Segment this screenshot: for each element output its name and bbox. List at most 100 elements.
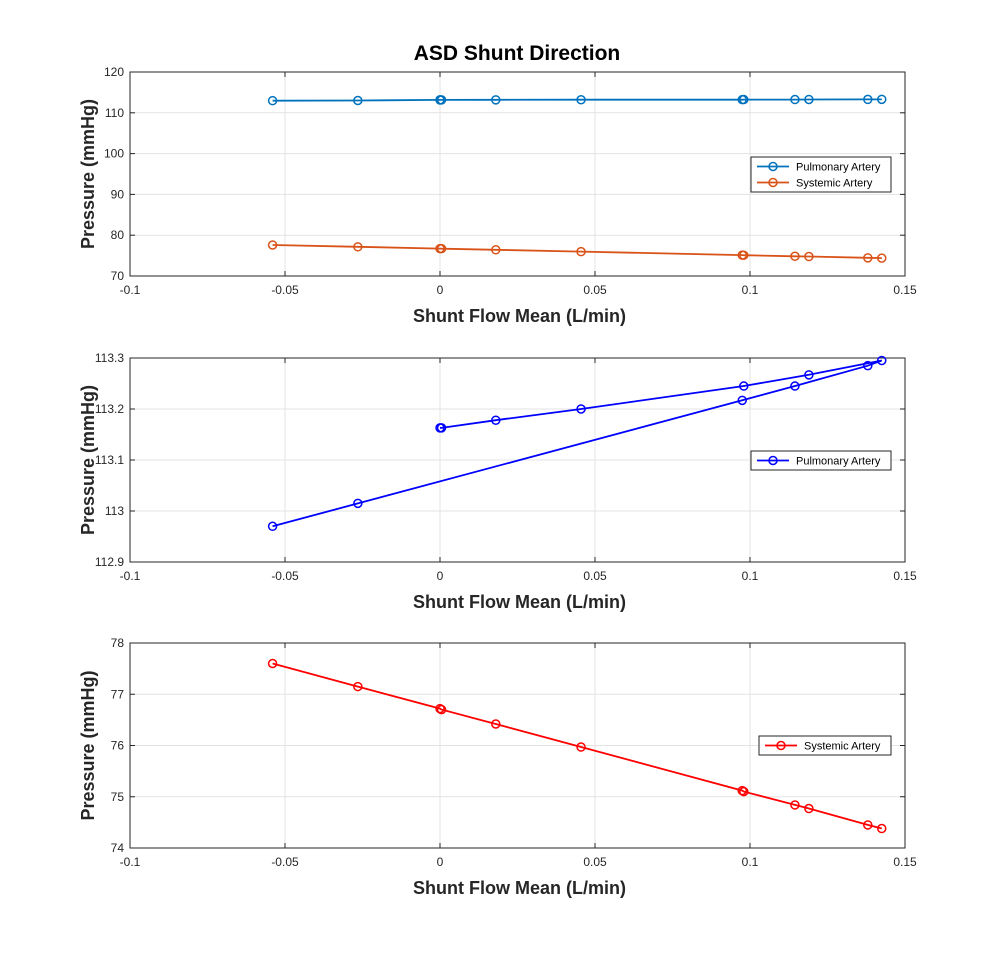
data-point xyxy=(435,423,445,433)
data-point xyxy=(436,95,447,105)
data-point xyxy=(576,94,586,105)
y-tick-label: 113.3 xyxy=(95,351,124,365)
legend-swatch-marker xyxy=(768,455,778,466)
x-tick-label: 0.05 xyxy=(583,855,607,869)
y-tick-label: 74 xyxy=(111,841,125,855)
legend-entry: Pulmonary Artery xyxy=(796,162,881,174)
y-tick-label: 70 xyxy=(111,269,125,283)
legend: Systemic Artery xyxy=(758,735,892,756)
y-axis-label: Pressure (mmHg) xyxy=(78,385,98,535)
data-point xyxy=(576,246,586,257)
x-axis-label: Shunt Flow Mean (L/min) xyxy=(413,878,626,898)
data-point xyxy=(739,94,749,105)
y-tick-label: 120 xyxy=(104,65,124,79)
y-tick-label: 110 xyxy=(105,106,124,120)
data-point xyxy=(863,820,873,830)
y-tick-label: 113 xyxy=(105,504,124,518)
legend: Pulmonary Artery xyxy=(750,450,892,471)
y-axis-label: Pressure (mmHg) xyxy=(78,99,98,249)
data-point xyxy=(737,395,747,406)
x-tick-label: -0.05 xyxy=(271,855,299,869)
data-point xyxy=(491,245,501,255)
x-tick-label: 0.1 xyxy=(742,855,759,869)
data-point xyxy=(877,94,887,105)
y-tick-label: 76 xyxy=(111,739,125,753)
data-point xyxy=(739,786,749,797)
data-point xyxy=(804,803,814,814)
x-tick-label: -0.05 xyxy=(271,569,299,583)
legend-box xyxy=(750,450,892,471)
axes-box xyxy=(129,642,906,849)
data-point xyxy=(863,360,873,371)
y-tick-label: 112.9 xyxy=(95,555,124,569)
chart-panel-3: -0.1 -0.05 0 0.05 0.1 0.15 74 75 76 77 78 Shunt Flo… xyxy=(78,636,917,898)
data-point xyxy=(790,800,800,810)
legend-box xyxy=(758,735,892,756)
x-tick-label: 0.1 xyxy=(742,283,759,297)
data-point xyxy=(353,242,363,252)
series-line-2 xyxy=(272,244,882,259)
data-point xyxy=(877,823,887,834)
data-point xyxy=(491,95,501,105)
data-point xyxy=(863,253,873,263)
data-point xyxy=(491,719,501,729)
legend-entry: Systemic Artery xyxy=(796,178,873,190)
data-point xyxy=(790,251,800,262)
chart-panel-1: -0.1 -0.05 0 0.05 0.1 0.15 70 80 90 100 110 120 Shun… xyxy=(78,65,917,326)
x-tick-label: -0.1 xyxy=(120,283,141,297)
y-tick-label: 100 xyxy=(104,147,124,161)
legend-swatch-marker xyxy=(768,161,778,172)
y-axis-label: Pressure (mmHg) xyxy=(78,670,98,820)
chart-panel-2: -0.1 -0.05 0 0.05 0.1 0.15 112.9 113 113.1 113.2 1… xyxy=(78,351,917,612)
data-point xyxy=(436,243,447,254)
y-tick-label: 113.1 xyxy=(95,453,124,467)
x-tick-label: 0.15 xyxy=(893,569,917,583)
data-point xyxy=(267,95,278,106)
y-tick-label: 78 xyxy=(111,636,125,650)
data-point xyxy=(790,381,800,391)
legend-entry: Systemic Artery xyxy=(804,741,881,753)
x-tick-label: 0 xyxy=(437,283,444,297)
y-tick-label: 75 xyxy=(111,790,125,804)
data-point xyxy=(739,250,749,260)
legend-entry: Pulmonary Artery xyxy=(796,456,881,468)
data-point xyxy=(353,681,363,692)
y-tick-label: 113.2 xyxy=(95,402,124,416)
y-tick-label: 80 xyxy=(111,228,125,242)
x-tick-label: 0.05 xyxy=(583,283,607,297)
figure-title: ASD Shunt Direction xyxy=(414,42,621,65)
series-line-1 xyxy=(272,98,882,102)
data-point xyxy=(267,240,278,250)
data-point xyxy=(877,355,887,366)
legend-swatch-marker xyxy=(768,177,778,188)
data-point xyxy=(804,94,814,105)
data-point xyxy=(435,703,445,714)
data-point xyxy=(267,658,278,669)
data-point xyxy=(353,95,363,106)
x-axis-label: Shunt Flow Mean (L/min) xyxy=(413,592,626,612)
x-tick-label: -0.1 xyxy=(120,569,141,583)
data-point xyxy=(739,381,749,391)
x-tick-label: 0.15 xyxy=(893,855,917,869)
x-tick-label: 0.15 xyxy=(893,283,917,297)
data-point xyxy=(576,404,586,414)
x-tick-label: 0 xyxy=(437,855,444,869)
series-line-1 xyxy=(272,359,883,528)
x-tick-label: 0 xyxy=(437,569,444,583)
data-point xyxy=(576,742,586,752)
data-point xyxy=(491,415,501,425)
data-point xyxy=(863,94,873,105)
data-point xyxy=(353,498,363,509)
x-axis-label: Shunt Flow Mean (L/min) xyxy=(413,306,626,326)
data-point xyxy=(877,253,887,263)
axes-box xyxy=(129,357,906,563)
axes-box xyxy=(129,71,906,277)
data-point xyxy=(790,94,800,105)
x-tick-label: 0.05 xyxy=(583,569,607,583)
data-point xyxy=(804,251,814,262)
series-line-1 xyxy=(272,662,883,830)
legend-swatch-marker xyxy=(776,740,786,751)
y-tick-label: 77 xyxy=(111,687,125,701)
